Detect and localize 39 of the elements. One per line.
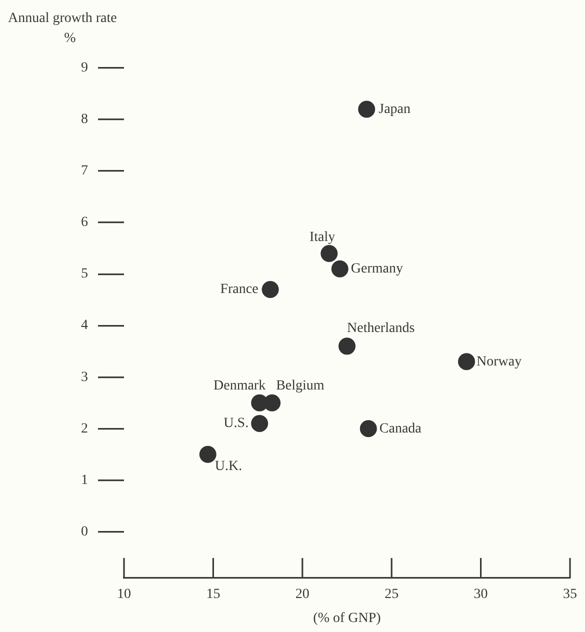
annotation: Japan — [378, 102, 411, 117]
y-tick-label: 1 — [81, 472, 88, 488]
x-tick-label: 35 — [563, 587, 577, 602]
x-tick-label: 10 — [117, 587, 131, 602]
annotation: Canada — [379, 421, 422, 436]
annotation: Norway — [476, 354, 522, 370]
annotation: Italy — [310, 230, 336, 246]
x-tick-label: 30 — [474, 587, 488, 602]
y-axis-title: Annual growth rate % — [8, 11, 117, 46]
annotation: U.K. — [214, 459, 242, 474]
point — [264, 394, 281, 412]
y-tick-label: 3 — [81, 370, 88, 385]
annotation: Belgium — [276, 378, 324, 394]
annotation: France — [220, 282, 258, 298]
x-tick-label: 15 — [206, 587, 220, 602]
point — [331, 260, 348, 278]
y-tick-label: 7 — [81, 164, 88, 179]
y-tick-label: 2 — [81, 421, 88, 436]
annotation: Germany — [350, 262, 403, 277]
y-tick-label: 5 — [81, 266, 88, 282]
annotation: Netherlands — [347, 320, 415, 336]
point — [262, 281, 279, 298]
annotation: U.S. — [224, 416, 249, 432]
point — [360, 420, 377, 438]
point — [458, 353, 476, 370]
annotation: Denmark — [213, 378, 266, 394]
y-tick-label: 6 — [81, 215, 88, 230]
x-tick-label: 20 — [295, 587, 310, 602]
x-tick-label: 25 — [384, 587, 399, 602]
y-tick-label: 9 — [81, 60, 88, 76]
point — [320, 244, 338, 262]
y-tick-label: 0 — [81, 524, 88, 540]
x-axis-title: (% of GNP) — [313, 611, 382, 626]
point — [338, 338, 356, 355]
point — [358, 100, 376, 118]
y-tick-label: 4 — [81, 318, 88, 334]
y-tick-label: 8 — [81, 112, 88, 128]
point — [251, 414, 268, 432]
point — [199, 446, 216, 463]
